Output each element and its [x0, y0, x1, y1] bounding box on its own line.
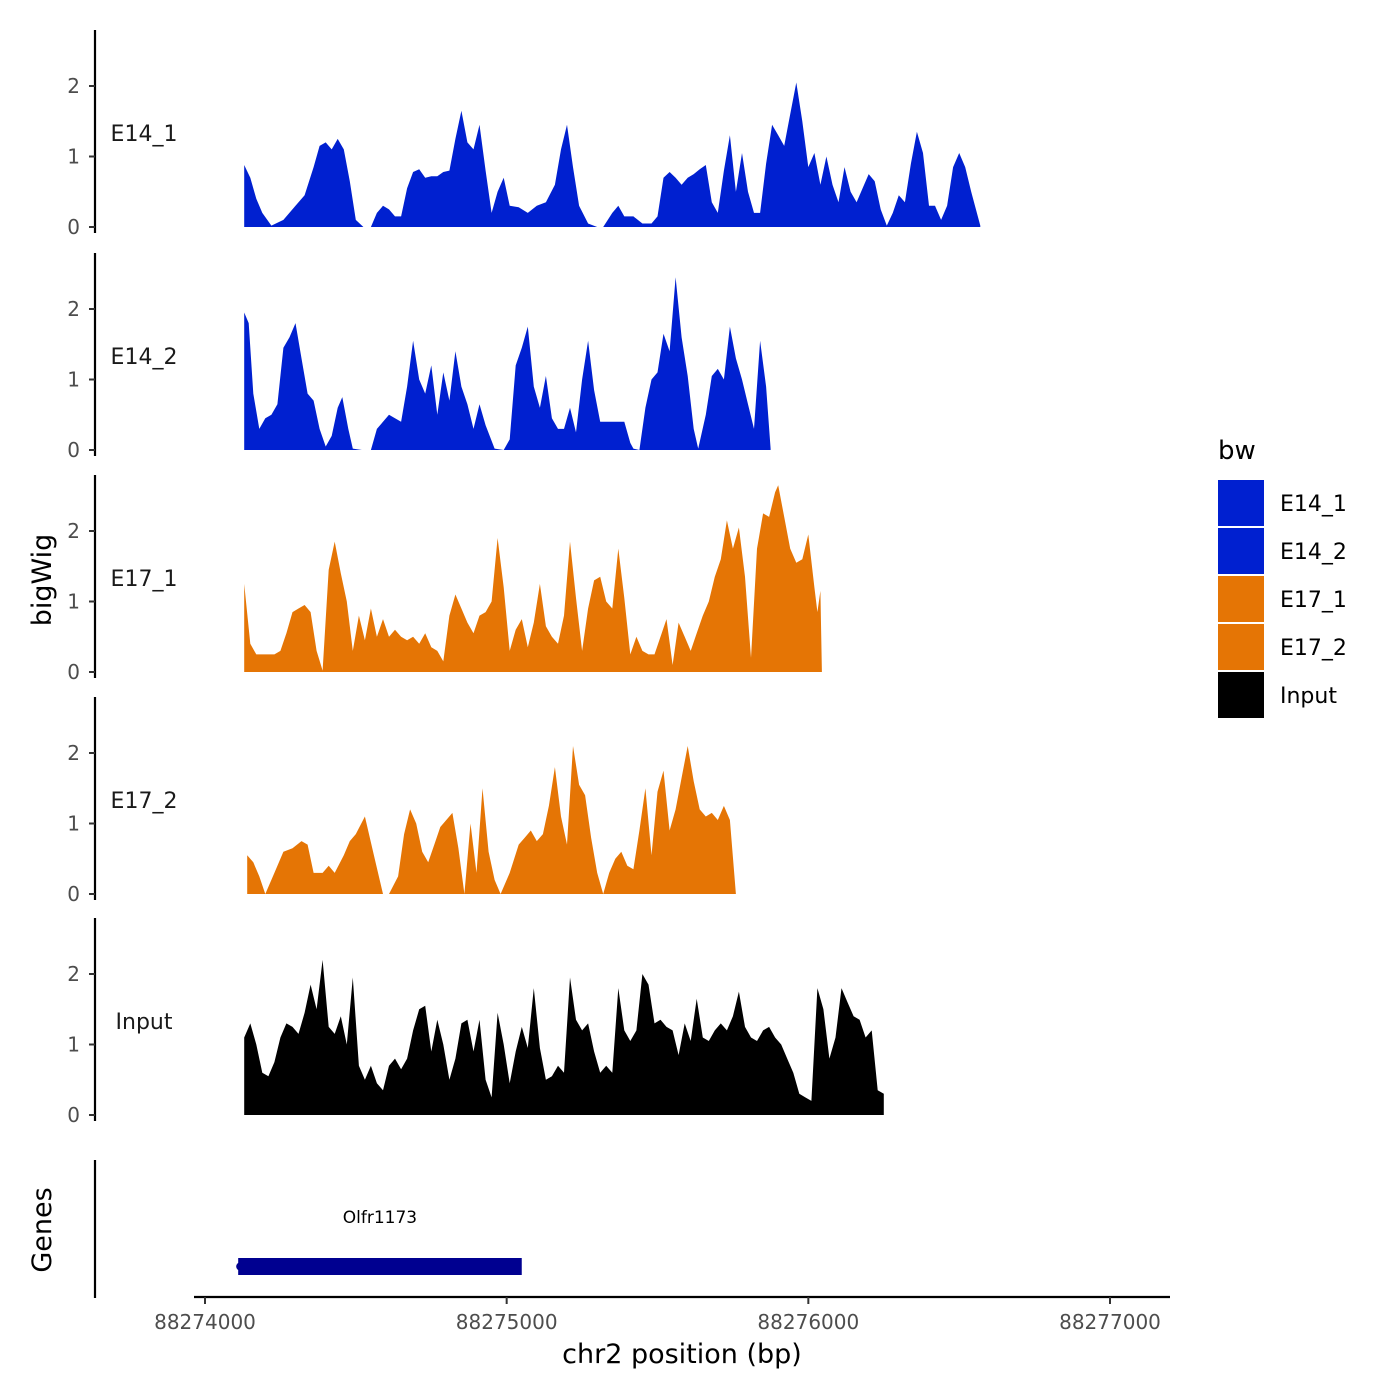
y-tick-label: 1 [67, 812, 80, 836]
area-E17_1 [244, 485, 822, 672]
y-axis-title: bigWig [27, 534, 58, 627]
track-E14_1: 0 1 2 E14_1 [67, 30, 981, 239]
legend-swatch-E14_1 [1218, 480, 1264, 526]
x-axis: 88274000 88275000 88276000 88277000 [154, 1295, 1170, 1334]
track-E17_2: 0 1 2 E17_2 [67, 697, 736, 906]
track-label: Input [116, 1010, 173, 1035]
legend-title: bw [1218, 436, 1256, 466]
track-E14_2: 0 1 2 E14_2 [67, 253, 771, 462]
gene-panel: Olfr1173 [93, 1160, 522, 1298]
gene-bar [238, 1258, 522, 1275]
legend-label-E17_1: E17_1 [1280, 588, 1347, 613]
track-label: E17_1 [111, 567, 178, 592]
legend-swatch-E17_1 [1218, 576, 1264, 622]
y-tick-label: 0 [67, 215, 80, 239]
legend: bw E14_1 E14_2 E17_1 E17_2 Input [1218, 436, 1347, 718]
area-E14_1 [244, 82, 981, 227]
tracks-group: 0 1 2 E14_1 0 1 2 E14_2 0 1 2 E17_1 0 1 2 E17_2 0 1 2 Input [67, 30, 981, 1127]
x-tick-label: 88275000 [456, 1310, 558, 1334]
x-tick-label: 88274000 [154, 1310, 256, 1334]
y-tick-label: 0 [67, 660, 80, 684]
legend-swatch-Input [1218, 672, 1264, 718]
gene-start-marker [236, 1262, 245, 1271]
x-tick-label: 88277000 [1059, 1310, 1161, 1334]
track-label: E17_2 [111, 789, 178, 814]
legend-swatch-E17_2 [1218, 624, 1264, 670]
y-tick-label: 2 [67, 741, 80, 765]
area-E17_2 [247, 746, 736, 894]
legend-label-E14_2: E14_2 [1280, 540, 1347, 565]
track-label: E14_1 [111, 122, 178, 147]
y-tick-label: 0 [67, 1103, 80, 1127]
track-E17_1: 0 1 2 E17_1 [67, 475, 822, 684]
legend-swatch-E14_2 [1218, 528, 1264, 574]
y-tick-label: 1 [67, 145, 80, 169]
legend-label-Input: Input [1280, 684, 1337, 709]
x-tick-label: 88276000 [757, 1310, 859, 1334]
track-Input: 0 1 2 Input [67, 918, 884, 1127]
y-tick-label: 2 [67, 962, 80, 986]
genes-panel-title: Genes [27, 1187, 58, 1272]
y-tick-label: 2 [67, 297, 80, 321]
y-tick-label: 0 [67, 438, 80, 462]
area-E14_2 [244, 277, 771, 450]
x-axis-title: chr2 position (bp) [562, 1339, 802, 1370]
gene-label: Olfr1173 [343, 1208, 417, 1228]
y-tick-label: 0 [67, 882, 80, 906]
y-tick-label: 1 [67, 590, 80, 614]
y-tick-label: 1 [67, 368, 80, 392]
area-Input [244, 959, 884, 1115]
legend-label-E17_2: E17_2 [1280, 636, 1347, 661]
track-label: E14_2 [111, 345, 178, 370]
y-tick-label: 2 [67, 519, 80, 543]
y-tick-label: 1 [67, 1033, 80, 1057]
legend-label-E14_1: E14_1 [1280, 492, 1347, 517]
y-tick-label: 2 [67, 74, 80, 98]
